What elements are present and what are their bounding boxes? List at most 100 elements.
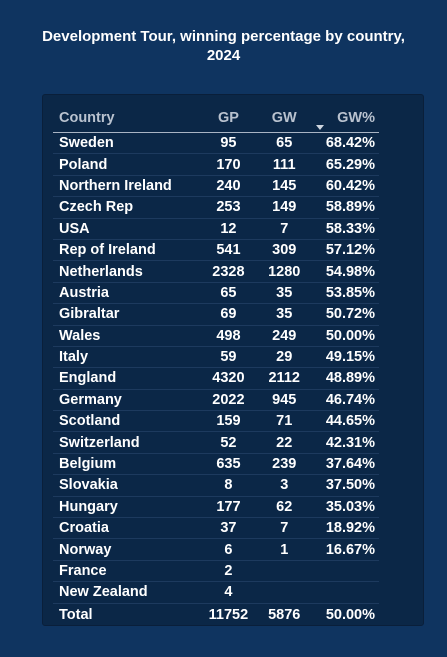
- cell-gw-pct: 54.98%: [310, 260, 379, 283]
- cell-gw: 249: [258, 325, 311, 347]
- cell-gw-pct: 46.74%: [310, 389, 379, 412]
- cell-gw-pct: 60.42%: [310, 175, 379, 198]
- cell-gw: 2112: [258, 367, 311, 390]
- column-header-country[interactable]: Country: [53, 103, 199, 133]
- cell-gw: 29: [258, 346, 311, 369]
- table-row: USA 12 7 58.33%: [53, 218, 379, 240]
- table-row: Gibraltar 69 35 50.72%: [53, 303, 379, 326]
- table-row: Croatia 37 7 18.92%: [53, 517, 379, 540]
- total-gp: 11752: [198, 602, 259, 626]
- cell-gp: 59: [198, 346, 259, 369]
- cell-gw: 239: [258, 453, 311, 476]
- cell-gp: 4320: [198, 367, 259, 390]
- table-row: Sweden 95 65 68.42%: [53, 132, 379, 155]
- cell-gw: 35: [258, 282, 311, 305]
- cell-gw-pct: 65.29%: [310, 153, 379, 176]
- cell-gp: 177: [198, 496, 259, 519]
- cell-country: Poland: [53, 153, 199, 176]
- total-gw: 5876: [258, 602, 311, 626]
- cell-country: Norway: [53, 538, 199, 561]
- table-row: Italy 59 29 49.15%: [53, 346, 379, 369]
- cell-country: Italy: [53, 346, 199, 369]
- cell-gw: 22: [258, 431, 311, 454]
- cell-gw: 149: [258, 196, 311, 219]
- cell-country: Belgium: [53, 453, 199, 476]
- cell-country: Austria: [53, 282, 199, 305]
- cell-country: Czech Rep: [53, 196, 199, 219]
- cell-gp: 2: [198, 560, 259, 583]
- cell-gw-pct: 48.89%: [310, 367, 379, 390]
- cell-gp: 52: [198, 431, 259, 454]
- table-row: Belgium 635 239 37.64%: [53, 453, 379, 476]
- table-panel: Country GP GW GW% Sweden 95 65 68.42% Poland…: [42, 94, 424, 626]
- table-row: England 4320 2112 48.89%: [53, 367, 379, 390]
- cell-gw-pct: [310, 560, 379, 583]
- column-header-gw-pct-label: GW%: [337, 109, 375, 126]
- cell-gw-pct: 44.65%: [310, 410, 379, 433]
- cell-gw-pct: 53.85%: [310, 282, 379, 305]
- cell-gw: 3: [258, 474, 311, 497]
- table-row: Germany 2022 945 46.74%: [53, 389, 379, 412]
- cell-gw: 945: [258, 389, 311, 412]
- cell-gp: 253: [198, 196, 259, 219]
- cell-gp: 4: [198, 581, 259, 604]
- table-row: Czech Rep 253 149 58.89%: [53, 196, 379, 219]
- cell-gp: 159: [198, 410, 259, 433]
- cell-country: Northern Ireland: [53, 175, 199, 198]
- page-title: Development Tour, winning percentage by …: [42, 28, 405, 64]
- table-row: New Zealand 4: [53, 581, 379, 604]
- cell-gp: 8: [198, 474, 259, 497]
- table-row: Austria 65 35 53.85%: [53, 282, 379, 305]
- cell-country: Croatia: [53, 517, 199, 540]
- table-row: Northern Ireland 240 145 60.42%: [53, 175, 379, 198]
- cell-gp: 2022: [198, 389, 259, 412]
- cell-gw: [258, 581, 311, 604]
- cell-country: France: [53, 560, 199, 583]
- cell-gw-pct: 58.33%: [310, 218, 379, 240]
- cell-country: Sweden: [53, 132, 199, 155]
- column-header-gp[interactable]: GP: [198, 103, 259, 133]
- cell-gp: 6: [198, 538, 259, 561]
- cell-gw-pct: 50.72%: [310, 303, 379, 326]
- cell-gw: 1: [258, 538, 311, 561]
- stats-table: Country GP GW GW% Sweden 95 65 68.42% Poland…: [53, 103, 379, 626]
- cell-gp: 170: [198, 153, 259, 176]
- cell-gw-pct: 57.12%: [310, 239, 379, 262]
- cell-gw: 145: [258, 175, 311, 198]
- table-row: Netherlands 2328 1280 54.98%: [53, 260, 379, 283]
- cell-gw-pct: [310, 581, 379, 604]
- cell-gw: 111: [258, 153, 311, 176]
- cell-gp: 95: [198, 132, 259, 155]
- sort-descending-icon[interactable]: [316, 125, 325, 130]
- cell-gw-pct: 16.67%: [310, 538, 379, 561]
- table-row: Slovakia 8 3 37.50%: [53, 474, 379, 497]
- column-header-gw-pct[interactable]: GW%: [310, 103, 379, 133]
- cell-gw-pct: 35.03%: [310, 496, 379, 519]
- table-row: Switzerland 52 22 42.31%: [53, 431, 379, 454]
- cell-country: Switzerland: [53, 431, 199, 454]
- cell-country: England: [53, 367, 199, 390]
- total-gw-pct: 50.00%: [310, 602, 379, 626]
- cell-gp: 12: [198, 218, 259, 240]
- cell-gp: 498: [198, 325, 259, 347]
- table-row: Scotland 159 71 44.65%: [53, 410, 379, 433]
- cell-gw: 62: [258, 496, 311, 519]
- table-row: Norway 6 1 16.67%: [53, 538, 379, 561]
- cell-country: New Zealand: [53, 581, 199, 604]
- cell-gw: 1280: [258, 260, 311, 283]
- cell-gw: [258, 560, 311, 583]
- cell-gw: 309: [258, 239, 311, 262]
- table-row: Hungary 177 62 35.03%: [53, 496, 379, 519]
- cell-country: Wales: [53, 325, 199, 347]
- cell-gw-pct: 49.15%: [310, 346, 379, 369]
- cell-country: Scotland: [53, 410, 199, 433]
- cell-gp: 65: [198, 282, 259, 305]
- table-row: Wales 498 249 50.00%: [53, 325, 379, 347]
- cell-gw: 35: [258, 303, 311, 326]
- cell-gw-pct: 42.31%: [310, 431, 379, 454]
- cell-gp: 240: [198, 175, 259, 198]
- table-total-row: Total 11752 5876 50.00%: [53, 602, 379, 626]
- cell-gw-pct: 68.42%: [310, 132, 379, 155]
- cell-gp: 69: [198, 303, 259, 326]
- column-header-gw[interactable]: GW: [258, 103, 311, 133]
